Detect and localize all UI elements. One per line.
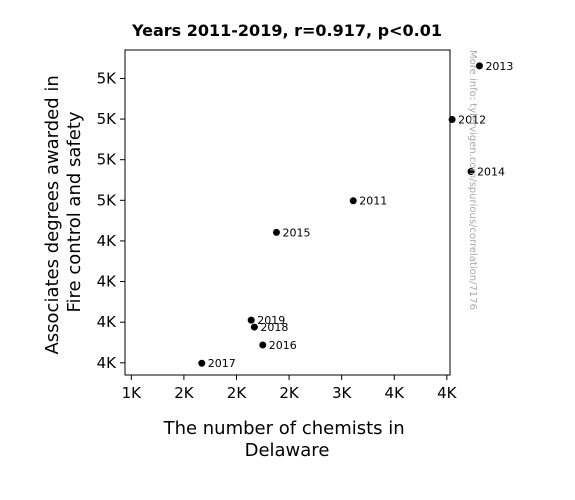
data-label-2016: 2016 <box>269 339 297 352</box>
y-axis-label: Associates degrees awarded in Fire contr… <box>42 69 85 354</box>
x-tick-label: 2K <box>174 384 195 402</box>
x-tick-label: 1K <box>122 384 143 402</box>
data-point-2016 <box>259 341 267 349</box>
data-point-2012 <box>448 115 456 123</box>
x-tick-label: 2K <box>227 384 248 402</box>
x-tick-label: 4K <box>437 384 458 402</box>
y-tick-label: 4K <box>97 273 118 291</box>
data-label-2014: 2014 <box>477 165 505 178</box>
data-point-2014 <box>467 167 475 175</box>
y-tick-label: 5K <box>97 151 118 169</box>
data-label-2012: 2012 <box>458 113 486 126</box>
y-tick-label: 5K <box>97 69 118 87</box>
data-point-2013 <box>475 62 483 70</box>
x-tick-label: 3K <box>332 384 353 402</box>
x-axis-ticks: 1K 2K 2K 2K 3K 4K 4K <box>122 375 458 402</box>
data-label-2013: 2013 <box>485 60 513 73</box>
y-tick-label: 4K <box>97 232 118 250</box>
data-point-2019 <box>247 316 255 324</box>
y-axis-label-line-2: Fire control and safety <box>64 111 85 312</box>
chart-title: Years 2011-2019, r=0.917, p<0.01 <box>131 21 442 40</box>
data-point-2018 <box>250 323 258 331</box>
y-tick-label: 5K <box>97 191 118 209</box>
y-tick-label: 4K <box>97 313 118 331</box>
y-axis-ticks: 4K 4K 4K 4K 5K 5K 5K 5K <box>97 69 125 372</box>
data-label-2011: 2011 <box>359 195 387 208</box>
data-point-2017 <box>198 359 206 367</box>
data-label-2019: 2019 <box>257 314 285 327</box>
y-tick-label: 5K <box>97 110 118 128</box>
x-tick-label: 2K <box>279 384 300 402</box>
data-point-2011 <box>349 197 357 205</box>
data-label-2015: 2015 <box>282 226 310 239</box>
data-point-2015 <box>272 228 280 236</box>
plot-frame <box>124 49 451 376</box>
data-label-2018: 2018 <box>260 321 288 334</box>
y-tick-label: 4K <box>97 354 118 372</box>
x-axis-label: The number of chemists in Delaware <box>163 418 411 461</box>
x-tick-label: 4K <box>385 384 406 402</box>
y-axis-label-line-1: Associates degrees awarded in <box>42 75 63 354</box>
x-axis-label-line-2: Delaware <box>245 440 330 461</box>
watermark: More info: tylervigen.com/spurious/corre… <box>467 50 478 310</box>
data-label-2017: 2017 <box>208 357 236 370</box>
x-axis-label-line-1: The number of chemists in <box>163 418 405 439</box>
